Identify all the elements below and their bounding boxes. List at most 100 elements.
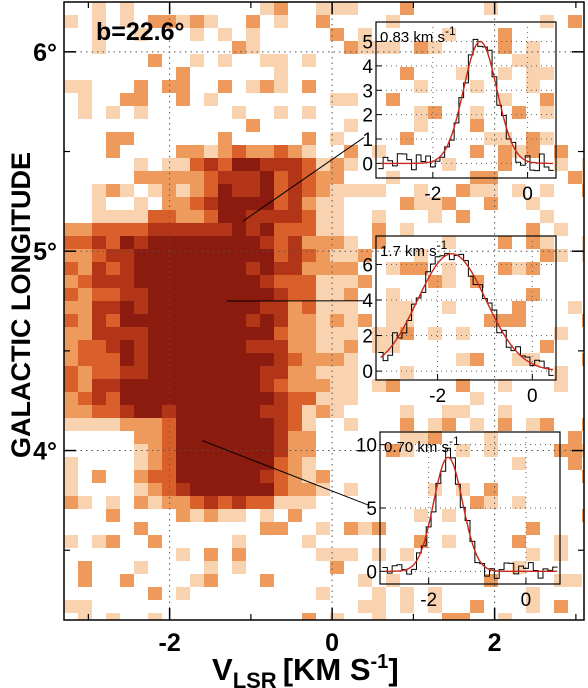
heatmap-cell: [106, 145, 120, 158]
x-label-close: ]: [388, 652, 398, 687]
heatmap-cell: [106, 405, 120, 418]
heatmap-cell: [246, 431, 260, 444]
heatmap-cell: [106, 340, 120, 353]
heatmap-cell: [64, 301, 78, 314]
heatmap-cell: [232, 249, 246, 262]
heatmap-cell: [162, 379, 176, 392]
heatmap-cell: [582, 184, 584, 197]
heatmap-cell: [260, 2, 274, 15]
heatmap-cell: [414, 249, 428, 262]
inset-x-tick-label: -2: [420, 590, 437, 611]
heatmap-cell: [260, 444, 274, 457]
heatmap-cell: [162, 171, 176, 184]
heatmap-cell: [134, 171, 148, 184]
heatmap-cell: [134, 28, 148, 41]
heatmap-cell: [400, 444, 414, 457]
heatmap-cell: [260, 353, 274, 366]
heatmap-cell: [288, 509, 302, 522]
heatmap-cell: [260, 314, 274, 327]
heatmap-cell: [246, 262, 260, 275]
heatmap-cell: [190, 457, 204, 470]
heatmap-cell: [400, 197, 414, 210]
heatmap-cell: [92, 535, 106, 548]
heatmap-cell: [162, 197, 176, 210]
heatmap-cell: [288, 457, 302, 470]
heatmap-cell: [274, 353, 288, 366]
heatmap-cell: [64, 314, 78, 327]
heatmap-cell: [92, 327, 106, 340]
heatmap-cell: [568, 457, 582, 470]
heatmap-cell: [400, 366, 414, 379]
heatmap-cell: [246, 171, 260, 184]
heatmap-cell: [302, 535, 316, 548]
heatmap-cell: [498, 67, 512, 80]
heatmap-cell: [260, 184, 274, 197]
heatmap-cell: [316, 327, 330, 340]
heatmap-cell: [554, 223, 568, 236]
heatmap-cell: [78, 418, 92, 431]
heatmap-cell: [232, 223, 246, 236]
heatmap-cell: [148, 327, 162, 340]
heatmap-cell: [330, 171, 344, 184]
heatmap-cell: [246, 119, 260, 132]
heatmap-cell: [232, 366, 246, 379]
heatmap-cell: [176, 210, 190, 223]
heatmap-cell: [78, 301, 92, 314]
heatmap-cell: [120, 327, 134, 340]
heatmap-cell: [246, 314, 260, 327]
heatmap-cell: [232, 314, 246, 327]
heatmap-cell: [78, 613, 92, 620]
heatmap-cell: [148, 496, 162, 509]
heatmap-cell: [120, 366, 134, 379]
heatmap-cell: [64, 249, 78, 262]
heatmap-cell: [218, 80, 232, 93]
heatmap-cell: [540, 184, 554, 197]
heatmap-cell: [288, 145, 302, 158]
heatmap-cell: [232, 548, 246, 561]
inset-x-tick-label: 0: [522, 184, 533, 205]
heatmap-cell: [148, 457, 162, 470]
heatmap-cell: [540, 340, 554, 353]
heatmap-cell: [414, 262, 428, 275]
heatmap-cell: [344, 158, 358, 171]
heatmap-cell: [456, 327, 470, 340]
heatmap-cell: [190, 314, 204, 327]
heatmap-cell: [120, 379, 134, 392]
heatmap-cell: [92, 470, 106, 483]
heatmap-cell: [372, 184, 386, 197]
heatmap-cell: [274, 2, 288, 15]
heatmap-cell: [218, 275, 232, 288]
heatmap-cell: [190, 197, 204, 210]
heatmap-cell: [302, 197, 316, 210]
heatmap-cell: [218, 418, 232, 431]
heatmap-cell: [106, 535, 120, 548]
heatmap-cell: [288, 418, 302, 431]
heatmap-cell: [260, 483, 274, 496]
inset-y-tick-label: 4: [362, 57, 373, 78]
heatmap-cell: [134, 275, 148, 288]
heatmap-cell: [554, 574, 568, 587]
heatmap-cell: [484, 431, 498, 444]
heatmap-cell: [288, 301, 302, 314]
heatmap-cell: [288, 405, 302, 418]
heatmap-cell: [92, 236, 106, 249]
heatmap-cell: [344, 327, 358, 340]
heatmap-cell: [176, 236, 190, 249]
heatmap-cell: [134, 522, 148, 535]
heatmap-cell: [204, 314, 218, 327]
heatmap-cell: [246, 496, 260, 509]
heatmap-cell: [204, 93, 218, 106]
heatmap-cell: [106, 327, 120, 340]
heatmap-cell: [120, 249, 134, 262]
heatmap-cell: [120, 93, 134, 106]
heatmap-cell: [204, 353, 218, 366]
heatmap-cell: [316, 366, 330, 379]
heatmap-cell: [120, 288, 134, 301]
heatmap-cell: [344, 522, 358, 535]
heatmap-cell: [358, 184, 372, 197]
heatmap-cell: [330, 392, 344, 405]
heatmap-cell: [204, 483, 218, 496]
heatmap-cell: [106, 184, 120, 197]
heatmap-cell: [316, 223, 330, 236]
heatmap-cell: [540, 106, 554, 119]
